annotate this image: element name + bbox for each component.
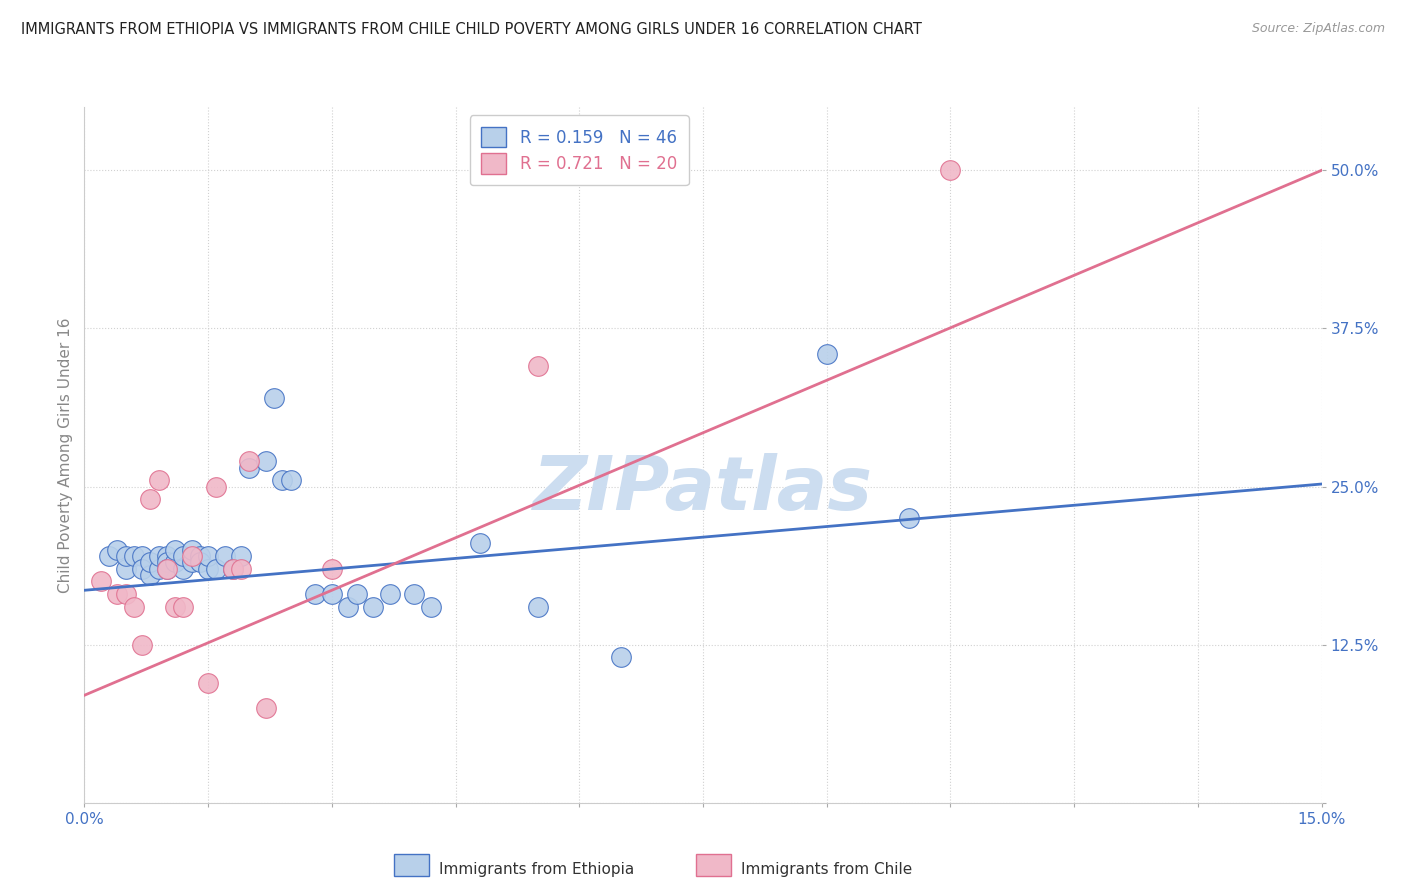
Point <box>148 473 170 487</box>
Point <box>114 549 136 563</box>
Point <box>188 549 211 563</box>
Point <box>172 549 194 563</box>
Point <box>222 562 245 576</box>
Point <box>271 473 294 487</box>
Point <box>254 454 277 468</box>
Point <box>238 460 260 475</box>
Point <box>337 599 360 614</box>
Point <box>321 587 343 601</box>
Point <box>172 599 194 614</box>
Point <box>470 536 492 550</box>
Point <box>229 562 252 576</box>
Text: Immigrants from Chile: Immigrants from Chile <box>741 863 912 877</box>
Point <box>105 587 128 601</box>
Point <box>321 562 343 576</box>
Point <box>156 549 179 563</box>
Point <box>238 454 260 468</box>
Point <box>122 549 145 563</box>
Point <box>148 549 170 563</box>
Point <box>105 542 128 557</box>
Point <box>172 562 194 576</box>
Point <box>139 556 162 570</box>
Point <box>205 562 228 576</box>
Point <box>122 599 145 614</box>
Point <box>148 562 170 576</box>
Legend: R = 0.159   N = 46, R = 0.721   N = 20: R = 0.159 N = 46, R = 0.721 N = 20 <box>470 115 689 186</box>
Point <box>165 599 187 614</box>
Point <box>156 556 179 570</box>
Point <box>165 542 187 557</box>
Point <box>90 574 112 589</box>
Point <box>304 587 326 601</box>
Point <box>98 549 121 563</box>
Text: Immigrants from Ethiopia: Immigrants from Ethiopia <box>439 863 634 877</box>
Point <box>404 587 426 601</box>
Point <box>229 549 252 563</box>
Point <box>205 479 228 493</box>
Point <box>197 675 219 690</box>
Point <box>131 562 153 576</box>
Point <box>263 391 285 405</box>
Point <box>180 542 202 557</box>
Point <box>180 549 202 563</box>
Point <box>139 492 162 507</box>
Text: IMMIGRANTS FROM ETHIOPIA VS IMMIGRANTS FROM CHILE CHILD POVERTY AMONG GIRLS UNDE: IMMIGRANTS FROM ETHIOPIA VS IMMIGRANTS F… <box>21 22 922 37</box>
Point <box>165 556 187 570</box>
Point <box>197 562 219 576</box>
Point <box>346 587 368 601</box>
Point <box>361 599 384 614</box>
Point <box>197 549 219 563</box>
Point <box>419 599 441 614</box>
Point <box>898 511 921 525</box>
Point <box>527 359 550 374</box>
Point <box>114 562 136 576</box>
Point <box>222 562 245 576</box>
Point <box>131 549 153 563</box>
Point <box>131 638 153 652</box>
Point <box>156 562 179 576</box>
Point <box>180 556 202 570</box>
Point <box>156 562 179 576</box>
Point <box>609 650 631 665</box>
Point <box>815 347 838 361</box>
Point <box>114 587 136 601</box>
Text: Source: ZipAtlas.com: Source: ZipAtlas.com <box>1251 22 1385 36</box>
Point <box>139 568 162 582</box>
Point <box>378 587 401 601</box>
Y-axis label: Child Poverty Among Girls Under 16: Child Poverty Among Girls Under 16 <box>58 318 73 592</box>
Point <box>939 163 962 178</box>
Point <box>214 549 236 563</box>
Point <box>280 473 302 487</box>
Point <box>527 599 550 614</box>
Point <box>254 701 277 715</box>
Point <box>188 556 211 570</box>
Text: ZIPatlas: ZIPatlas <box>533 453 873 526</box>
